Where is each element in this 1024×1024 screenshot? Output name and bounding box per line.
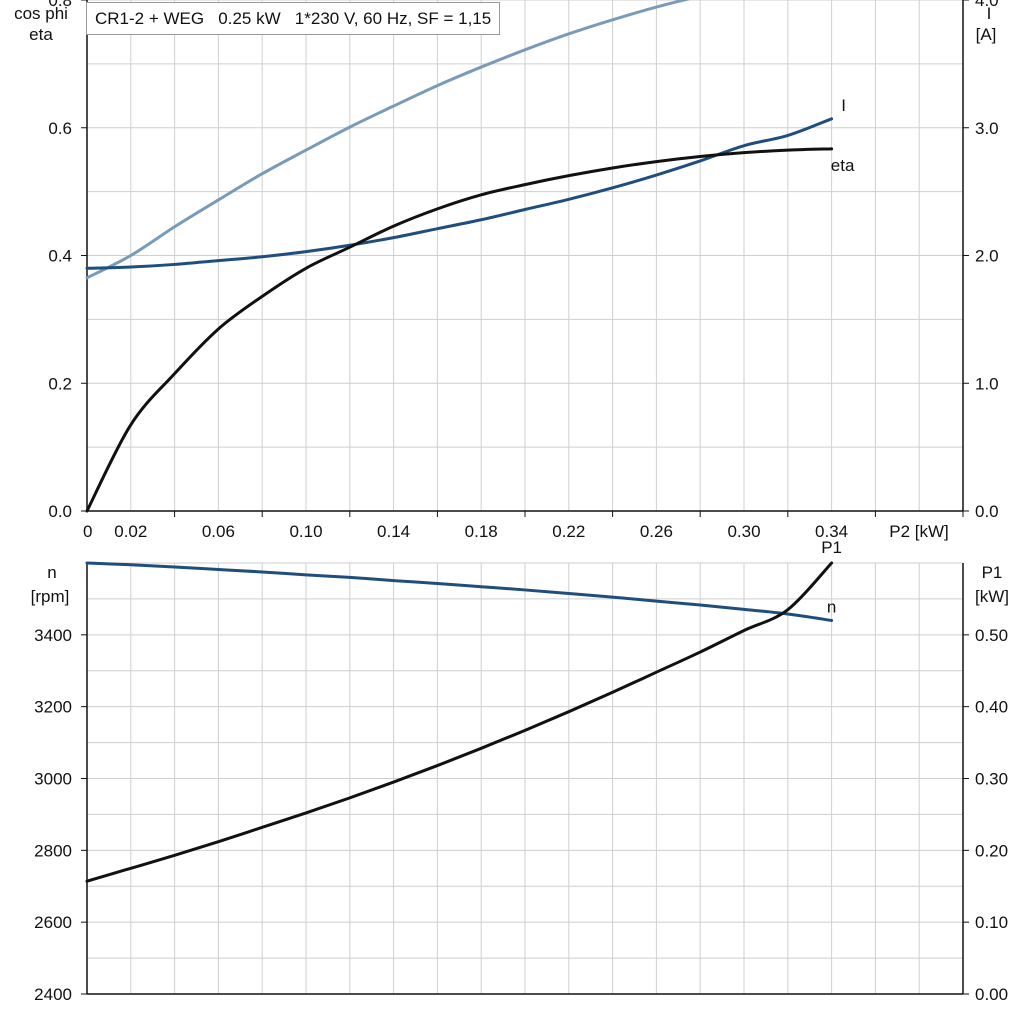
top-left-tick-label: 0.6 [48,119,72,138]
bottom-right-tick-label: 0.50 [975,626,1008,645]
top-panel-axes: 0 0.02 0.06 0.10 0.14 0.18 0.22 0.26 0.30 0.34 P2 … [14,0,999,541]
top-left-tick-label: 0.0 [48,502,72,521]
series-label-i: I [841,96,846,115]
top-x-tick-label: 0.06 [202,522,235,541]
bottom-right-tick-label: 0.20 [975,841,1008,860]
bottom-right-axis-label: [kW] [975,587,1009,606]
bottom-left-tick-label: 2400 [34,985,72,1004]
labels-layer: cos phiIetanP1 [821,96,855,617]
top-left-tick-label: 0.8 [48,0,72,10]
top-left-tick-label: 0.4 [48,247,72,266]
series-label-eta: eta [831,156,855,175]
series-line-i [85,117,834,270]
series-label-n: n [827,597,836,616]
series-line-cos-phi [85,0,691,280]
top-left-axis-label: eta [29,25,53,44]
bottom-panel-axes: 2400 2600 2800 3000 3200 3400 0.00 0.10 0.20 0.30… [31,563,1009,1004]
series-line-p1 [85,561,834,883]
top-left-axis-label: cos phi [14,4,68,23]
top-right-tick-label: 3.0 [975,119,999,138]
bottom-left-tick-label: 3000 [34,770,72,789]
top-x-tick-label: 0.14 [377,522,410,541]
top-right-tick-label: 4.0 [975,0,999,10]
series-label-p1: P1 [821,538,842,557]
bottom-left-axis-label: [rpm] [31,587,70,606]
bottom-left-axis-label: n [47,563,56,582]
series-line-eta [85,147,834,513]
top-right-tick-label: 1.0 [975,374,999,393]
top-x-tick-label: 0.10 [289,522,322,541]
series-line-n [85,561,834,622]
top-x-tick-label: 0.26 [640,522,673,541]
top-left-tick-label: 0.2 [48,374,72,393]
top-right-tick-label: 2.0 [975,247,999,266]
top-right-axis-label: [A] [976,25,997,44]
bottom-right-tick-label: 0.40 [975,698,1008,717]
chart-title: CR1-2 + WEG 0.25 kW 1*230 V, 60 Hz, SF =… [86,2,501,35]
bottom-right-tick-label: 0.00 [975,985,1008,1004]
top-x-tick-label: 0.02 [114,522,147,541]
top-x-tick-label: 0.22 [552,522,585,541]
bottom-left-tick-label: 2600 [34,913,72,932]
bottom-left-tick-label: 3400 [34,626,72,645]
top-x-tick-label: 0 [83,522,92,541]
top-x-axis-label: P2 [kW] [889,522,949,541]
top-x-tick-label: 0.34 [815,522,848,541]
bottom-right-tick-label: 0.10 [975,913,1008,932]
bottom-right-tick-label: 0.30 [975,770,1008,789]
top-x-tick-label: 0.18 [465,522,498,541]
top-right-axis-label: I [987,4,992,23]
bottom-left-tick-label: 2800 [34,841,72,860]
top-panel-grid [87,0,964,511]
bottom-left-tick-label: 3200 [34,698,72,717]
bottom-right-axis-label: P1 [982,563,1003,582]
top-x-tick-label: 0.30 [727,522,760,541]
bottom-panel-grid [87,562,964,994]
series-layer [85,0,834,883]
top-right-tick-label: 0.0 [975,502,999,521]
